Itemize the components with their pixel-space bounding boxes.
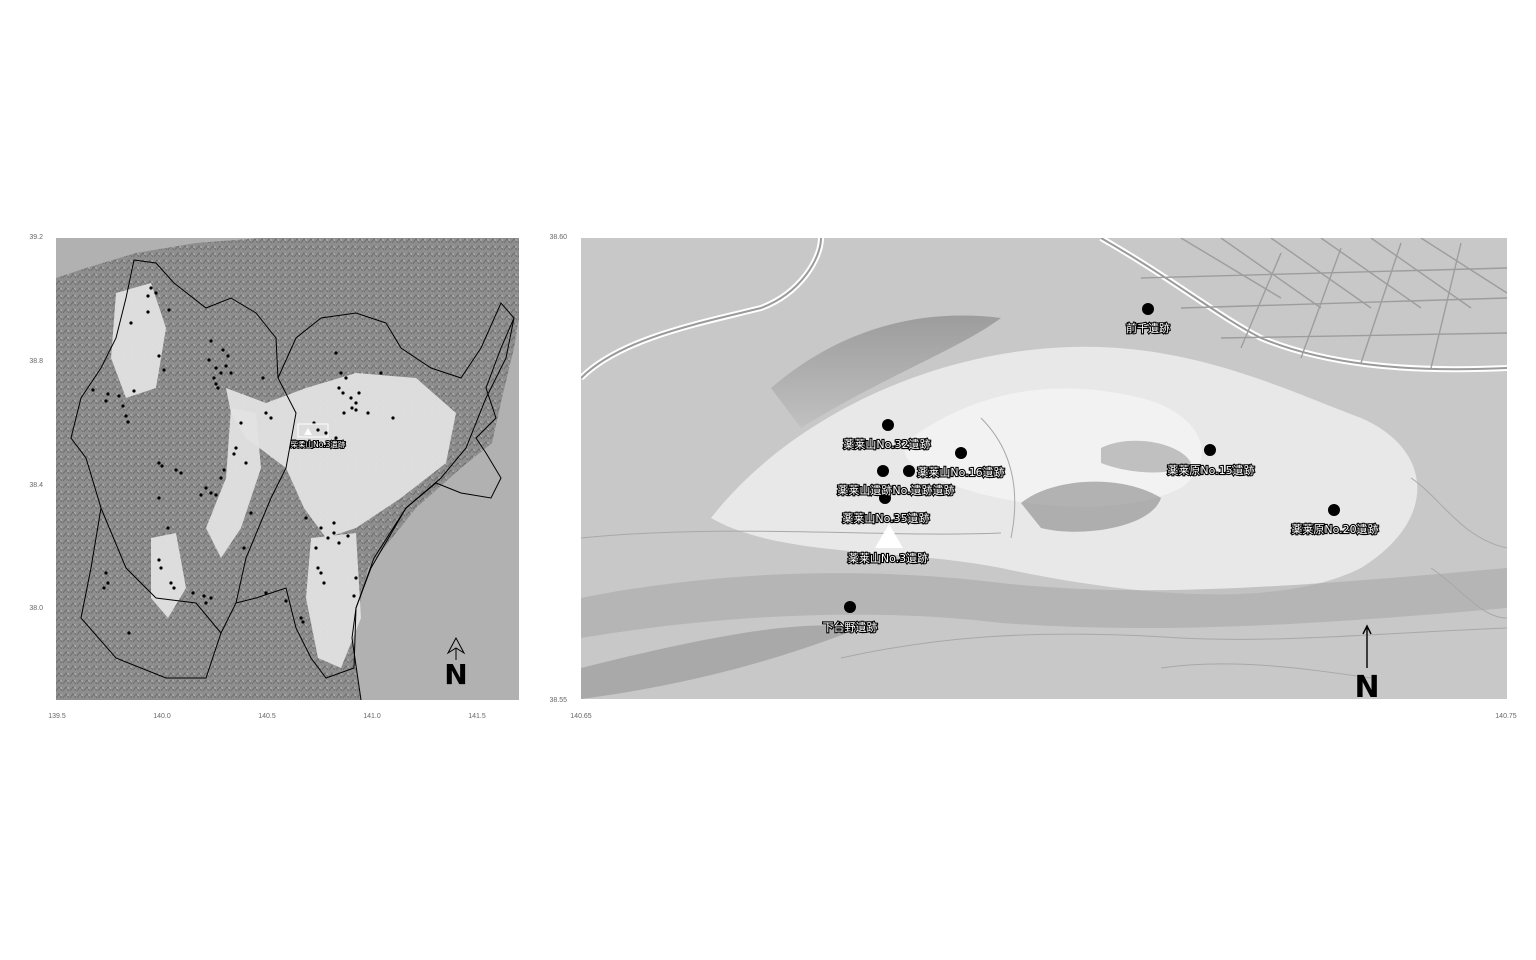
- prefecture-boundary: [100, 507, 222, 634]
- coastline: [351, 317, 515, 700]
- site-points: [844, 303, 1340, 613]
- site-marker-triangle: [875, 524, 903, 548]
- y-tick-label: 38.0: [29, 605, 43, 612]
- x-tick-label: 141.5: [468, 713, 486, 720]
- lower-slope: [581, 625, 861, 699]
- x-tick-label: 140.65: [570, 713, 592, 720]
- site-point: [1142, 303, 1154, 315]
- site-point: [1328, 504, 1340, 516]
- x-tick-label: 141.0: [363, 713, 381, 720]
- site-point: [903, 465, 915, 477]
- north-label: N: [444, 658, 467, 691]
- site-points: [91, 286, 395, 635]
- site-label: 柴柔山No.3遺跡: [291, 439, 346, 449]
- site-point: [879, 492, 891, 504]
- site-label: 前千遺跡: [1126, 321, 1170, 335]
- x-tick-label: 140.75: [1495, 713, 1517, 720]
- site-point: [877, 465, 889, 477]
- prefecture-boundary: [235, 302, 515, 679]
- detail-site-map[interactable]: 前千遺跡 薬莱山No.32遺跡 薬莱山No.16遺跡 薬莱原No.15遺跡 薬莱…: [581, 238, 1507, 699]
- lowland: [206, 408, 261, 558]
- site-label: 薬莱原No.15遺跡: [1167, 463, 1254, 477]
- site-point: [882, 419, 894, 431]
- y-tick-label: 38.55: [549, 697, 567, 704]
- y-tick-label: 39.2: [29, 234, 43, 241]
- valley: [581, 568, 1507, 638]
- lowland: [226, 373, 456, 538]
- ridge-slope: [771, 315, 1001, 428]
- site-point: [955, 447, 967, 459]
- minor-roads: [581, 417, 1507, 679]
- y-tick-label: 38.8: [29, 358, 43, 365]
- y-tick-label: 38.4: [29, 482, 43, 489]
- site-point: [844, 601, 856, 613]
- plateau-highlight: [904, 388, 1202, 507]
- lowland: [306, 533, 361, 668]
- lowland: [111, 283, 166, 398]
- x-tick-label: 139.5: [48, 713, 66, 720]
- north-label: N: [1354, 670, 1379, 699]
- detail-map-svg: 前千遺跡 薬莱山No.32遺跡 薬莱山No.16遺跡 薬莱原No.15遺跡 薬莱…: [581, 238, 1507, 699]
- regional-map-svg: 柴柔山No.3遺跡 N: [56, 238, 519, 700]
- site-label: 薬莱山No.3遺跡: [848, 551, 928, 565]
- regional-overview-map[interactable]: 柴柔山No.3遺跡 N: [56, 238, 519, 700]
- north-arrow-icon: N: [1354, 624, 1380, 699]
- north-arrow-icon: N: [444, 636, 468, 691]
- site-label: 薬莱山No.35遺跡: [842, 511, 929, 525]
- x-tick-label: 140.0: [153, 713, 171, 720]
- town-grid: [1140, 238, 1507, 369]
- site-label: 薬莱山遺跡No.遺跡遺跡: [837, 483, 954, 497]
- site-marker-triangle: [304, 428, 312, 435]
- x-tick-label: 140.5: [258, 713, 276, 720]
- site-point: [1204, 444, 1216, 456]
- site-label: 薬莱山No.32遺跡: [843, 437, 930, 451]
- ridge-slope: [1101, 440, 1191, 473]
- lowland: [151, 533, 186, 618]
- site-label: 下台野遺跡: [823, 620, 878, 634]
- site-label: 薬莱原No.20遺跡: [1291, 522, 1378, 536]
- ridge-slope: [1021, 481, 1161, 532]
- site-label: 薬莱山No.16遺跡: [917, 465, 1004, 479]
- y-tick-label: 38.60: [549, 234, 567, 241]
- study-area-box: [297, 423, 329, 438]
